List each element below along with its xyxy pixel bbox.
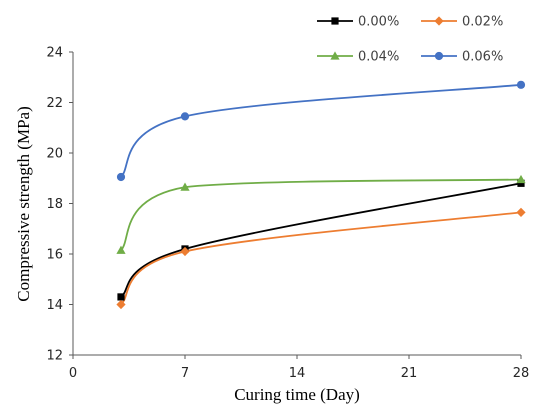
x-tick-label: 21 [401,366,418,381]
legend: 0.00% 0.02% 0.04% 0.06% [317,15,503,65]
x-tick-label: 28 [513,366,530,381]
legend-item-0-02: 0.02% [421,15,503,30]
data-point-0-06 [116,172,126,182]
legend-item-0-00: 0.00% [317,15,399,30]
series-line-0-02 [120,211,522,306]
data-point-0-04 [180,182,190,191]
y-tick-label: 12 [46,349,63,364]
data-point-0-02 [516,207,526,217]
y-tick-label: 16 [46,248,63,263]
y-tick-label: 18 [46,197,63,212]
data-point-0-06 [516,80,526,89]
x-tick-label: 7 [181,366,189,381]
legend-item-0-04: 0.04% [317,50,399,65]
legend-label: 0.02% [462,15,503,30]
y-ticks: 12 14 16 18 20 22 24 [46,46,73,364]
legend-marker [331,17,339,25]
y-tick-label: 20 [46,147,63,162]
axes [72,52,521,356]
legend-label: 0.00% [358,15,399,30]
data-point-0-06 [180,112,190,121]
data-point-0-04 [116,245,126,254]
series-line-0-04 [120,178,522,251]
legend-marker [330,51,340,60]
data-point-0-02 [116,299,126,310]
legend-marker [434,16,444,26]
data-point-0-00 [517,179,525,187]
legend-label: 0.04% [358,50,399,65]
x-tick-label: 14 [289,366,306,381]
legend-item-0-06: 0.06% [421,50,503,65]
y-tick-label: 22 [46,96,63,111]
series-lines [120,83,522,306]
series-markers [116,80,526,310]
legend-marker [434,51,444,61]
x-axis-title: Curing time (Day) [234,385,360,404]
data-point-0-00 [117,293,125,301]
y-tick-label: 24 [46,46,63,61]
y-axis-title: Compressive strength (MPa) [14,106,33,301]
data-point-0-04 [516,174,526,184]
series-line-0-00 [120,182,522,298]
x-tick-label: 0 [69,366,77,381]
y-tick-label: 14 [46,298,63,313]
legend-label: 0.06% [462,50,503,65]
series-line-0-06 [120,83,522,178]
data-point-0-02 [180,246,190,257]
x-ticks: 0 7 14 21 28 [69,355,529,381]
